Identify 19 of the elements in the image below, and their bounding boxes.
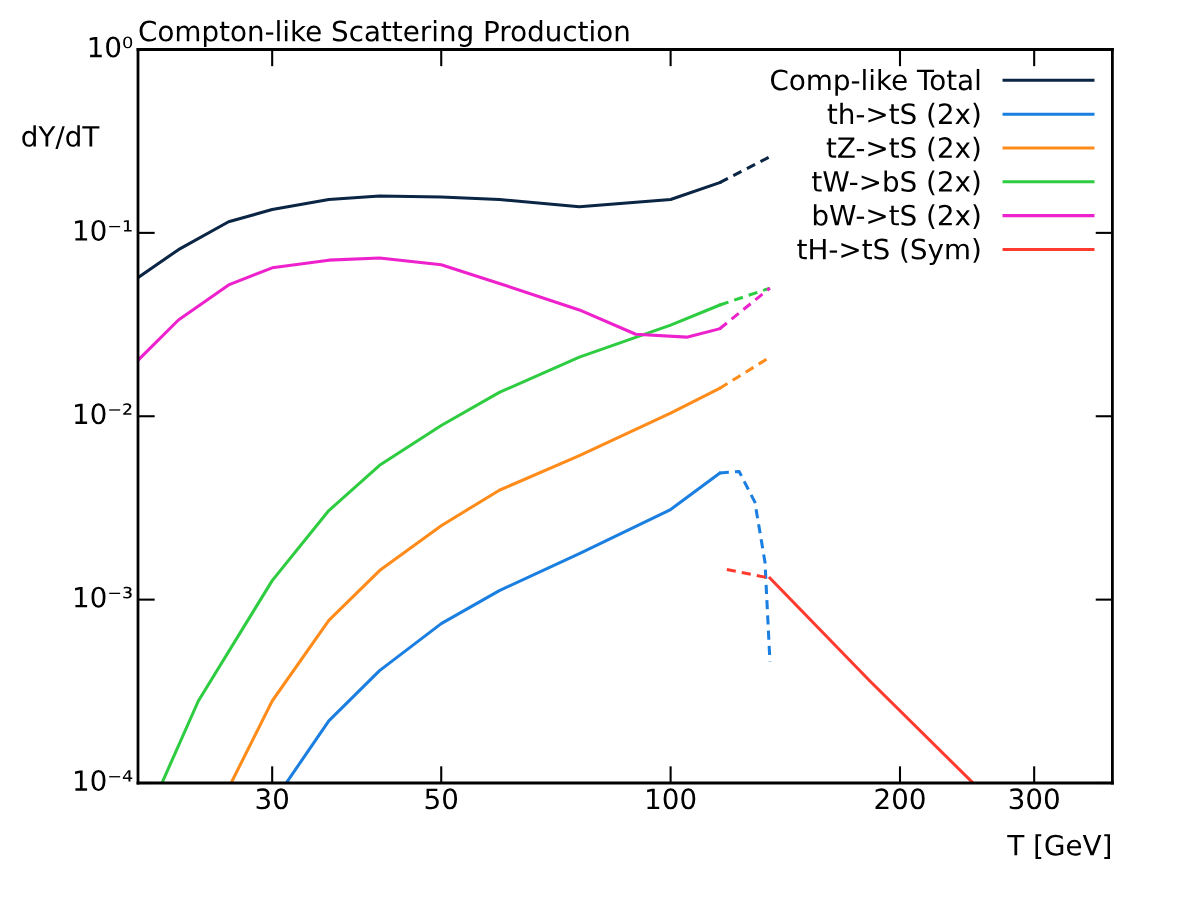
y-tick-label: 10⁰ [89, 36, 133, 58]
x-tick-label: 100 [647, 788, 696, 810]
x-tick-label: 200 [875, 788, 925, 810]
x-tick-label: 30 [256, 788, 289, 810]
legend-label: Comp-like Total [770, 68, 980, 96]
y-tick-label: 10⁻² [75, 403, 132, 425]
x-tick-label: 300 [1009, 788, 1059, 810]
chart-title: Compton-like Scattering Production [139, 20, 629, 47]
legend-label: tW->bS (2x) [812, 170, 980, 196]
x-tick-label: 50 [425, 788, 458, 810]
y-tick-label: 10⁻³ [75, 586, 132, 608]
legend-label: bW->tS (2x) [813, 204, 980, 230]
x-axis-title: T [GeV] [1007, 834, 1111, 859]
y-tick-label: 10⁻⁴ [75, 770, 133, 792]
y-axis-title: dY/dT [22, 125, 100, 149]
y-tick-label: 10⁻¹ [75, 219, 132, 241]
legend-label: th->tS (2x) [827, 102, 980, 128]
legend-label: tH->tS (Sym) [797, 238, 980, 265]
legend-label: tZ->tS (2x) [826, 136, 980, 162]
